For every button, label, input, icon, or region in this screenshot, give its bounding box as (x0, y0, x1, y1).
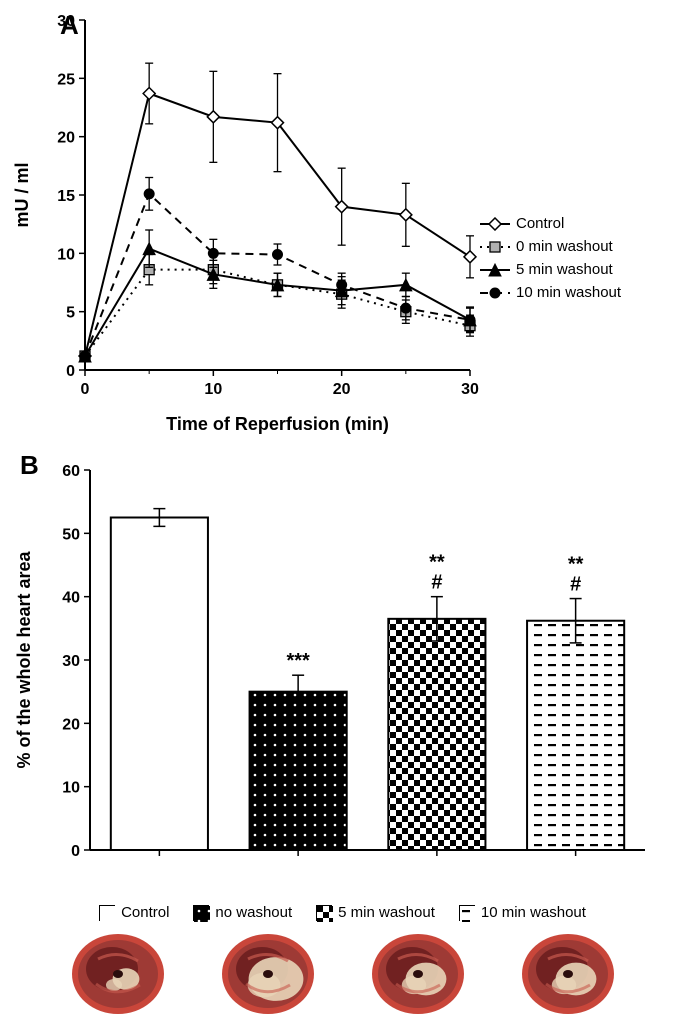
legend-item: Control (480, 215, 621, 232)
legend-item: 10 min washout (459, 904, 586, 921)
svg-text:20: 20 (57, 130, 75, 147)
svg-text:25: 25 (57, 71, 75, 88)
svg-text:mU / ml: mU / ml (12, 162, 32, 227)
heart-slice (368, 929, 468, 1019)
panel-b-label: B (20, 450, 39, 481)
svg-text:10: 10 (57, 246, 75, 263)
panel-a: A 0510152025300102030mU / mlTime of Repe… (0, 0, 685, 450)
svg-text:% of the whole heart area: % of the whole heart area (14, 550, 34, 768)
heart-slice (68, 929, 168, 1019)
svg-text:**: ** (429, 552, 445, 574)
legend-label: Control (516, 215, 564, 232)
legend-label: Control (121, 904, 169, 921)
svg-text:20: 20 (62, 716, 80, 733)
legend-label: 10 min washout (481, 904, 586, 921)
legend-item: 10 min washout (480, 284, 621, 301)
legend-label: 5 min washout (516, 261, 613, 278)
panel-b-legend: Control no washout 5 min washout 10 min was… (0, 904, 685, 921)
legend-label: 5 min washout (338, 904, 435, 921)
panel-a-label: A (60, 10, 79, 41)
panel-a-legend: Control 0 min washout 5 min washout 10 min … (480, 215, 621, 307)
svg-text:20: 20 (333, 381, 351, 398)
panel-b-chart: 0 10 20 30 40 50 60 % of the whole heart area **… (0, 450, 685, 880)
heart-slice (518, 929, 618, 1019)
svg-text:40: 40 (62, 590, 80, 607)
svg-text:Time of Reperfusion (min): Time of Reperfusion (min) (166, 414, 389, 434)
legend-item: 5 min washout (480, 261, 621, 278)
svg-text:0: 0 (71, 843, 80, 860)
svg-text:30: 30 (461, 381, 479, 398)
svg-text:5: 5 (66, 305, 75, 322)
svg-text:#: # (431, 572, 442, 594)
legend-item: 0 min washout (480, 238, 621, 255)
legend-label: no washout (215, 904, 292, 921)
heart-slice (218, 929, 318, 1019)
svg-text:15: 15 (57, 188, 75, 205)
panel-b: B 0 10 20 30 40 50 60 % of the whole heart area… (0, 450, 685, 900)
legend-item: 5 min washout (316, 904, 435, 921)
svg-text:0: 0 (81, 381, 90, 398)
svg-text:0: 0 (66, 363, 75, 380)
svg-text:30: 30 (62, 653, 80, 670)
svg-text:#: # (570, 574, 581, 596)
legend-label: 0 min washout (516, 238, 613, 255)
legend-item: Control (99, 904, 169, 921)
heart-slice-row (0, 929, 685, 1019)
figure-container: A 0 5 10 15 20 25 30 0 10 20 30 mU / ml Time of Repe… (0, 0, 685, 1019)
svg-text:10: 10 (204, 381, 222, 398)
svg-text:**: ** (568, 554, 584, 576)
svg-text:60: 60 (62, 463, 80, 480)
svg-text:***: *** (286, 650, 310, 672)
legend-label: 10 min washout (516, 284, 621, 301)
svg-text:10: 10 (62, 780, 80, 797)
svg-text:50: 50 (62, 526, 80, 543)
legend-item: no washout (193, 904, 292, 921)
